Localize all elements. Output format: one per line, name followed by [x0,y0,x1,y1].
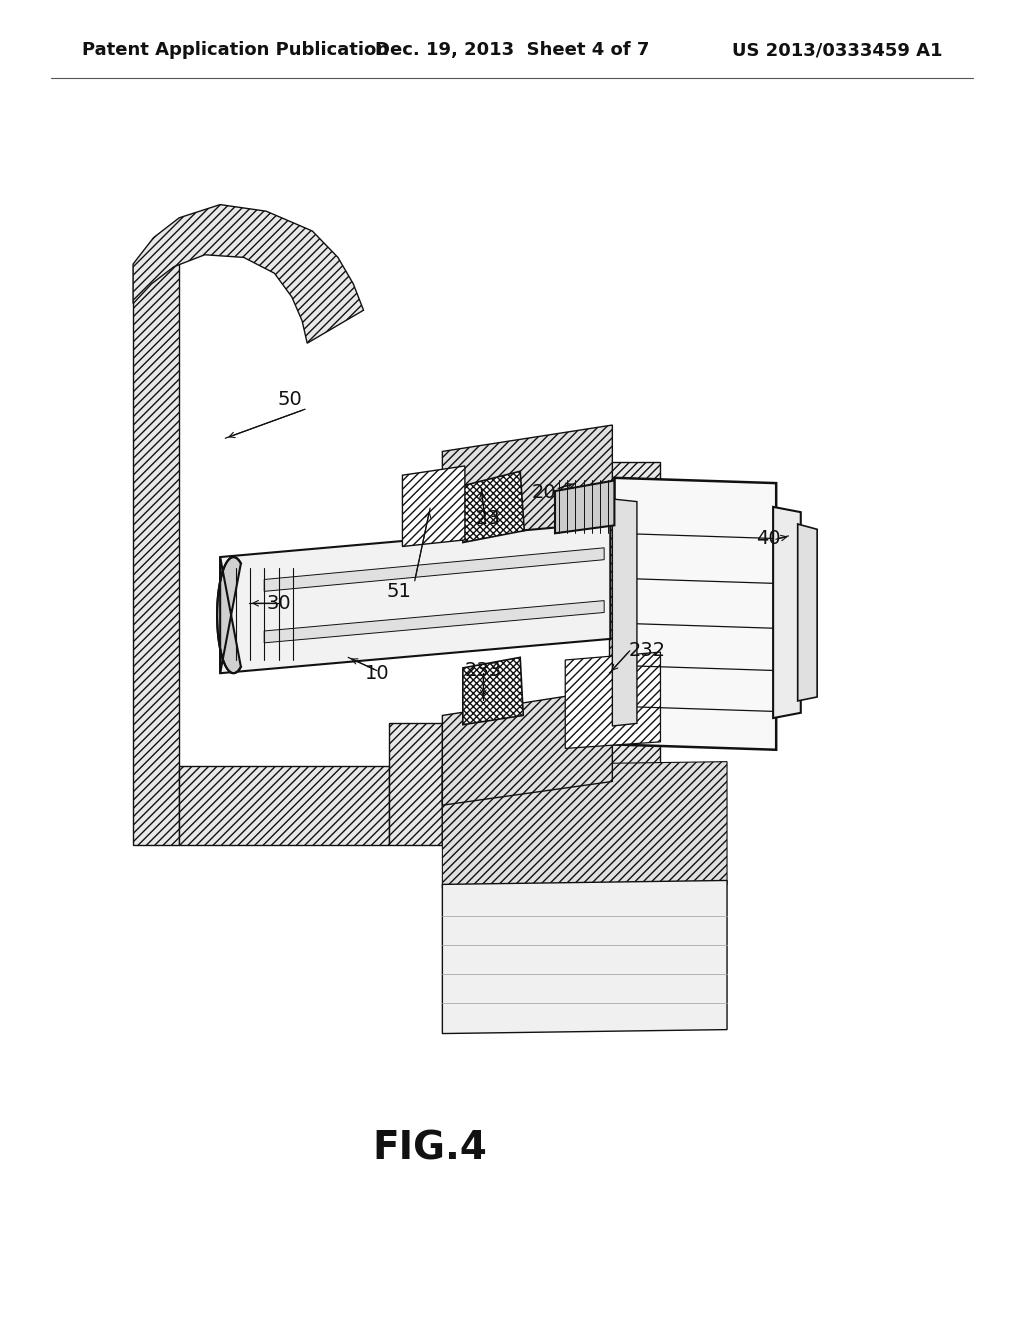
Polygon shape [442,880,727,1034]
Text: 20: 20 [531,483,556,502]
Polygon shape [402,466,465,546]
Polygon shape [773,507,801,718]
Polygon shape [217,557,241,673]
Text: 50: 50 [278,391,302,409]
Text: 51: 51 [387,582,412,601]
Polygon shape [565,652,660,748]
Polygon shape [609,462,660,845]
Text: 40: 40 [756,529,780,548]
Text: US 2013/0333459 A1: US 2013/0333459 A1 [731,41,942,59]
Text: 232: 232 [629,642,666,660]
Text: FIG.4: FIG.4 [373,1130,487,1167]
Text: 23: 23 [476,510,501,528]
Polygon shape [179,766,389,845]
Polygon shape [442,689,612,805]
Polygon shape [463,657,523,725]
Polygon shape [463,471,524,543]
Polygon shape [264,601,604,643]
Text: 30: 30 [266,594,291,612]
Text: Dec. 19, 2013  Sheet 4 of 7: Dec. 19, 2013 Sheet 4 of 7 [375,41,649,59]
Polygon shape [264,548,604,591]
Polygon shape [612,499,637,726]
Polygon shape [614,478,776,750]
Polygon shape [133,205,364,343]
Polygon shape [133,264,179,845]
Text: Patent Application Publication: Patent Application Publication [82,41,389,59]
Polygon shape [220,523,610,673]
Polygon shape [555,480,614,533]
Polygon shape [798,524,817,701]
Polygon shape [442,425,612,545]
Text: 233: 233 [465,661,502,680]
Text: 10: 10 [365,664,389,682]
Polygon shape [442,766,609,845]
Polygon shape [389,723,442,845]
Polygon shape [442,762,727,888]
